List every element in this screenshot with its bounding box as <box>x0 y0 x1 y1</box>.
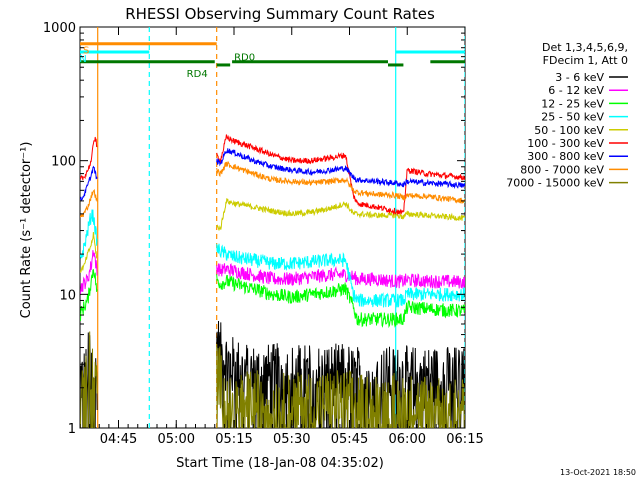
legend-label-4: 50 - 100 keV <box>534 124 604 137</box>
legend-label-3: 25 - 50 keV <box>541 111 604 124</box>
x-tick-label-2: 05:15 <box>215 432 252 447</box>
series-line-7-1 <box>216 161 465 204</box>
series-line-3-0 <box>80 209 98 259</box>
series-line-0-1 <box>216 320 465 428</box>
legend-label-0: 3 - 6 keV <box>555 71 604 84</box>
y-axis-label: Count Rate (s⁻¹ detector⁻¹) <box>19 142 34 319</box>
legend: Det 1,3,4,5,6,9,FDecim 1, Att 0 3 - 6 keV… <box>506 41 628 190</box>
series-line-5-1 <box>216 134 465 216</box>
x-tick-label-4: 05:45 <box>331 432 368 447</box>
footer-timestamp: 13-Oct-2021 18:50 <box>560 468 636 477</box>
x-tick-label-3: 05:30 <box>273 432 310 447</box>
series-line-2-0 <box>80 268 98 321</box>
legend-label-7: 800 - 7000 keV <box>520 163 604 176</box>
series-line-2-1 <box>216 274 465 329</box>
legend-label-1: 6 - 12 keV <box>548 84 604 97</box>
legend-header-1: FDecim 1, Att 0 <box>543 54 628 67</box>
legend-label-2: 12 - 25 keV <box>541 97 604 110</box>
x-tick-label-1: 05:00 <box>158 432 195 447</box>
axes: 04:45 05:00 05:15 05:30 05:45 06:00 06:15 1 10 10… <box>43 21 484 447</box>
y-tick-label-2: 100 <box>51 155 76 170</box>
series-line-1-1 <box>216 263 465 289</box>
series-line-4-0 <box>80 231 98 273</box>
series-line-1-0 <box>80 250 98 295</box>
x-tick-label-5: 06:00 <box>389 432 426 447</box>
y-tick-label-3: 1000 <box>43 21 76 36</box>
state-label-rd4: RD4 <box>187 69 208 80</box>
x-tick-label-0: 04:45 <box>100 432 137 447</box>
series-line-6-1 <box>216 148 465 190</box>
legend-label-6: 300 - 800 keV <box>527 150 604 163</box>
y-tick-label-1: 10 <box>59 288 76 303</box>
state-label-rd0: RD0 <box>234 53 255 64</box>
x-tick-label-6: 06:15 <box>446 432 483 447</box>
chart-title: RHESSI Observing Summary Count Rates <box>125 5 435 23</box>
series-line-7-0 <box>80 188 98 218</box>
legend-header-0: Det 1,3,4,5,6,9, <box>542 41 628 54</box>
series-line-5-0 <box>80 136 98 181</box>
series-line-8-0 <box>80 331 98 428</box>
series-line-4-1 <box>216 198 465 231</box>
state-label-n: N <box>79 54 86 65</box>
y-tick-label-0: 1 <box>68 422 76 437</box>
state-label-s: S <box>83 46 89 57</box>
series-line-3-1 <box>216 243 465 308</box>
series-line-6-0 <box>80 165 98 201</box>
series-line-8-1 <box>216 344 465 428</box>
legend-label-5: 100 - 300 keV <box>527 137 604 150</box>
legend-label-8: 7000 - 15000 keV <box>506 177 604 190</box>
x-axis-label: Start Time (18-Jan-08 04:35:02) <box>176 456 384 471</box>
plot-area: SN RD4 RD0 <box>79 27 465 428</box>
